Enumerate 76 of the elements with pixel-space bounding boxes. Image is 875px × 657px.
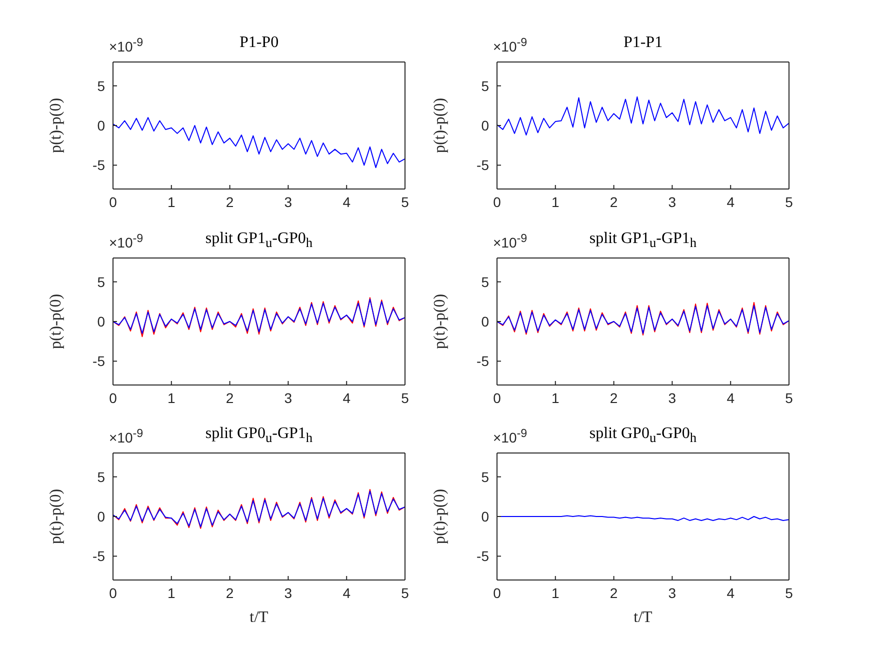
line-series bbox=[497, 96, 789, 136]
x-tick-label: 2 bbox=[226, 584, 234, 601]
x-tick-label: 5 bbox=[401, 390, 410, 406]
text: ×10$^{-9}$ bbox=[109, 427, 144, 446]
text: ×10$^{-9}$ bbox=[109, 232, 144, 251]
y-tick-label: -5 bbox=[92, 548, 106, 564]
chart-title: P1-P1 bbox=[623, 34, 663, 51]
y-tick-label: 5 bbox=[97, 78, 106, 94]
x-tick-label: 5 bbox=[785, 194, 794, 210]
chart-title: split GP1$_{u}$-GP1$_{h}$ bbox=[589, 230, 697, 250]
x-tick-label: 0 bbox=[493, 390, 502, 406]
x-tick-label: 1 bbox=[552, 390, 560, 406]
x-tick-label: 4 bbox=[726, 390, 735, 406]
x-tick-label: 0 bbox=[109, 194, 118, 210]
x-tick-label: 5 bbox=[401, 194, 410, 210]
y-axis-title: p(t)-p(0) bbox=[48, 294, 65, 350]
y-tick-label: 5 bbox=[481, 274, 490, 290]
y-tick-label: 5 bbox=[481, 78, 490, 94]
y-tick-label: -5 bbox=[476, 157, 490, 174]
x-tick-label: 5 bbox=[785, 584, 794, 601]
x-tick-label: 3 bbox=[284, 584, 292, 601]
y-tick-label: -5 bbox=[476, 353, 490, 370]
x-tick-label: 0 bbox=[109, 390, 118, 406]
y-axis-title: p(t)-p(0) bbox=[432, 488, 449, 544]
x-tick-label: 1 bbox=[168, 390, 176, 406]
x-tick-label: 0 bbox=[493, 584, 502, 601]
x-tick-label: 3 bbox=[668, 584, 676, 601]
y-tick-label: -5 bbox=[476, 548, 490, 564]
y-tick-label: 0 bbox=[97, 117, 106, 134]
x-tick-label: 3 bbox=[668, 390, 676, 406]
text: ×10$^{-9}$ bbox=[493, 232, 528, 251]
y-axis-title: p(t)-p(0) bbox=[48, 98, 65, 154]
y-tick-label: 5 bbox=[97, 468, 106, 485]
x-tick-label: 1 bbox=[168, 194, 176, 210]
x-tick-label: 1 bbox=[168, 584, 176, 601]
text: ×10$^{-9}$ bbox=[493, 36, 528, 55]
chart-title: split GP1$_{u}$-GP0$_{h}$ bbox=[205, 230, 313, 250]
x-tick-label: 3 bbox=[668, 194, 676, 210]
x-axis-title: t/T bbox=[634, 609, 653, 626]
text: ×10$^{-9}$ bbox=[109, 36, 144, 55]
x-tick-label: 1 bbox=[552, 194, 560, 210]
x-tick-label: 1 bbox=[552, 584, 560, 601]
x-tick-label: 5 bbox=[401, 584, 410, 601]
x-tick-label: 2 bbox=[610, 194, 618, 210]
y-tick-label: 5 bbox=[97, 274, 106, 290]
x-tick-label: 4 bbox=[726, 194, 735, 210]
x-tick-label: 3 bbox=[284, 194, 292, 210]
y-tick-label: -5 bbox=[92, 157, 106, 174]
x-tick-label: 4 bbox=[342, 584, 351, 601]
chart-title: split GP0$_{u}$-GP0$_{h}$ bbox=[589, 425, 697, 446]
chart-title: P1-P0 bbox=[239, 34, 279, 51]
x-tick-label: 2 bbox=[226, 194, 234, 210]
x-tick-label: 0 bbox=[493, 194, 502, 210]
y-tick-label: 5 bbox=[481, 468, 490, 485]
x-tick-label: 2 bbox=[226, 390, 234, 406]
x-axis-title: t/T bbox=[250, 609, 269, 626]
text: ×10$^{-9}$ bbox=[493, 427, 528, 446]
y-axis-title: p(t)-p(0) bbox=[432, 98, 449, 154]
y-tick-label: 0 bbox=[97, 508, 106, 524]
y-tick-label: 0 bbox=[97, 313, 106, 330]
x-tick-label: 3 bbox=[284, 390, 292, 406]
y-axis-title: p(t)-p(0) bbox=[48, 488, 65, 544]
x-tick-label: 2 bbox=[610, 390, 618, 406]
y-tick-label: 0 bbox=[481, 117, 490, 134]
y-tick-label: -5 bbox=[92, 353, 106, 370]
x-tick-label: 4 bbox=[342, 194, 351, 210]
x-tick-label: 4 bbox=[726, 584, 735, 601]
x-tick-label: 0 bbox=[109, 584, 118, 601]
chart-title: split GP0$_{u}$-GP1$_{h}$ bbox=[205, 425, 313, 446]
x-tick-label: 5 bbox=[785, 390, 794, 406]
line-series bbox=[113, 117, 405, 168]
y-tick-label: 0 bbox=[481, 313, 490, 330]
x-tick-label: 2 bbox=[610, 584, 618, 601]
x-tick-label: 4 bbox=[342, 390, 351, 406]
y-axis-title: p(t)-p(0) bbox=[432, 294, 449, 350]
y-tick-label: 0 bbox=[481, 508, 490, 524]
